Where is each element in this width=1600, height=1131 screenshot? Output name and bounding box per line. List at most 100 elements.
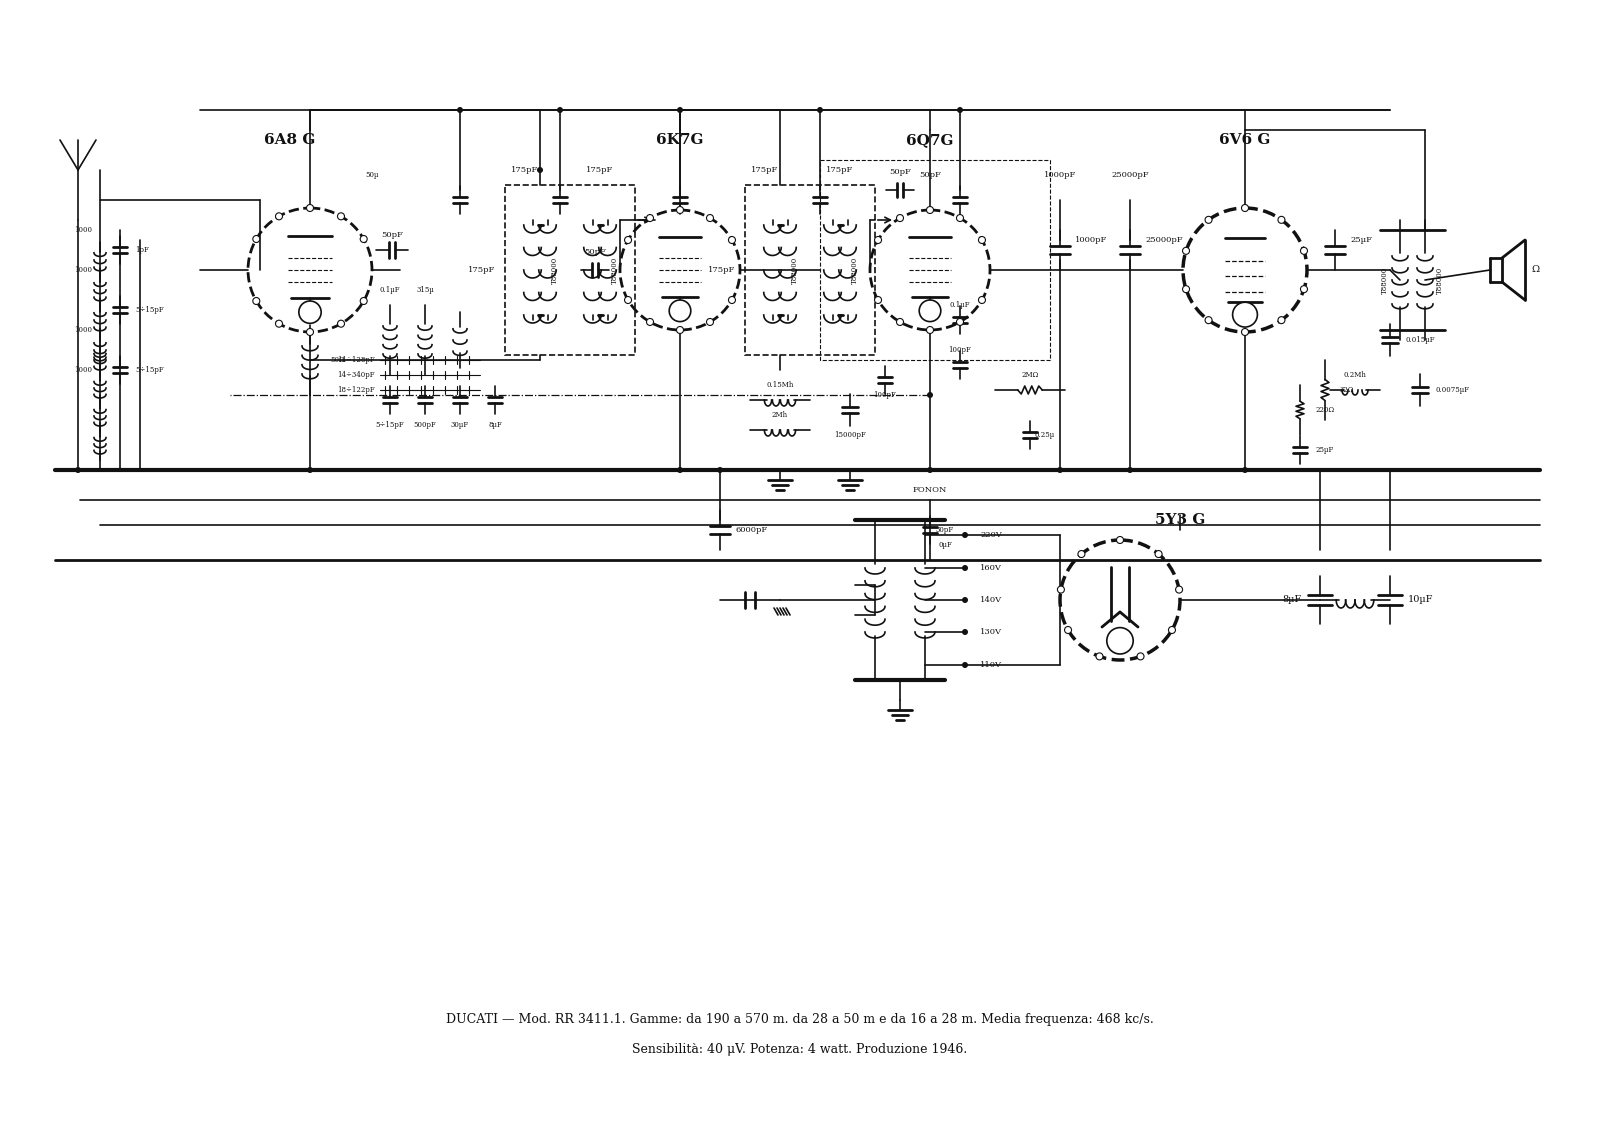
Text: 1000: 1000 [74,366,93,374]
Circle shape [1117,536,1123,544]
Circle shape [962,597,968,603]
Circle shape [307,205,314,211]
Text: 175pF: 175pF [586,166,614,174]
Text: 130V: 130V [979,628,1002,636]
Text: 25µF: 25µF [1350,236,1373,244]
Circle shape [728,236,736,243]
Circle shape [1232,302,1258,327]
Circle shape [1205,317,1213,323]
Circle shape [926,207,933,214]
Circle shape [707,319,714,326]
Text: 175pF: 175pF [752,166,779,174]
Circle shape [253,235,259,242]
Text: 1000pF: 1000pF [1043,171,1077,179]
Text: 220V: 220V [979,530,1002,539]
Circle shape [1182,248,1189,254]
Circle shape [1058,586,1064,593]
Circle shape [1205,216,1213,223]
Text: 50pF: 50pF [918,171,941,179]
Circle shape [253,297,259,304]
Circle shape [338,213,344,219]
Text: 1000: 1000 [74,326,93,334]
Bar [506,185,635,355]
Circle shape [926,392,933,398]
Circle shape [646,215,653,222]
Text: 8µF: 8µF [488,421,502,429]
Text: 0.015µF: 0.015µF [1405,336,1435,344]
Circle shape [646,319,653,326]
Circle shape [962,629,968,634]
Circle shape [1138,653,1144,659]
Circle shape [875,236,882,243]
Text: 50pF: 50pF [584,248,606,256]
Text: 50Ω: 50Ω [330,356,344,364]
Circle shape [962,532,968,538]
Circle shape [677,327,683,334]
Circle shape [1278,317,1285,323]
Circle shape [1155,551,1162,558]
Circle shape [624,296,632,303]
Circle shape [1078,551,1085,558]
Text: 500pF: 500pF [414,421,437,429]
Circle shape [1058,467,1062,473]
Circle shape [979,296,986,303]
Circle shape [677,107,683,113]
Text: 175pF: 175pF [826,166,854,174]
Text: T88000: T88000 [851,257,859,284]
Text: 14÷128pF: 14÷128pF [338,356,374,364]
Circle shape [1126,467,1133,473]
Text: 0.1µF: 0.1µF [379,286,400,294]
Text: 0µF: 0µF [938,541,952,549]
Circle shape [717,467,723,473]
Text: 5÷15pF: 5÷15pF [134,307,163,314]
Text: 50pF: 50pF [890,169,910,176]
Circle shape [677,467,683,473]
Text: 1000: 1000 [74,226,93,234]
Circle shape [1242,205,1248,211]
Text: 175pF: 175pF [707,266,734,274]
Text: T88000: T88000 [1381,267,1389,294]
Text: 0.0075µF: 0.0075µF [1435,386,1469,394]
Circle shape [1107,628,1133,654]
Text: 15000pF: 15000pF [834,431,866,439]
Circle shape [624,236,632,243]
Text: 175pF: 175pF [512,166,539,174]
Circle shape [1168,627,1176,633]
Text: 160V: 160V [979,564,1002,572]
Circle shape [896,319,904,326]
Text: 315µ: 315µ [416,286,434,294]
Circle shape [818,107,822,113]
Text: 32Ω: 32Ω [1341,386,1355,394]
Circle shape [538,167,542,173]
Circle shape [728,296,736,303]
Circle shape [458,107,462,113]
Circle shape [957,107,963,113]
Bar [746,185,875,355]
Text: 100pF: 100pF [874,391,896,399]
Text: Ω: Ω [1531,266,1539,275]
Circle shape [1278,216,1285,223]
Circle shape [275,320,283,327]
Text: DUCATI — Mod. RR 3411.1. Gamme: da 190 a 570 m. da 28 a 50 m e da 16 a 28 m. Med: DUCATI — Mod. RR 3411.1. Gamme: da 190 a… [446,1013,1154,1027]
Text: T88000: T88000 [611,257,619,284]
Circle shape [1301,248,1307,254]
Circle shape [275,213,283,219]
Text: 110V: 110V [979,661,1002,670]
Text: 6Q7G: 6Q7G [906,133,954,147]
Circle shape [1182,286,1189,293]
Text: 1pF: 1pF [134,247,149,254]
Text: 1000pF: 1000pF [1075,236,1107,244]
Circle shape [338,320,344,327]
Circle shape [1096,653,1102,659]
Text: FONON: FONON [914,486,947,494]
Text: 1000: 1000 [74,266,93,274]
Text: 10µF: 10µF [1408,596,1434,604]
Text: 2Mh: 2Mh [771,411,789,418]
Circle shape [669,300,691,321]
Text: 5÷15pF: 5÷15pF [134,366,163,374]
Circle shape [75,467,82,473]
Circle shape [962,566,968,571]
Circle shape [1242,328,1248,336]
Circle shape [957,215,963,222]
Circle shape [1301,286,1307,293]
